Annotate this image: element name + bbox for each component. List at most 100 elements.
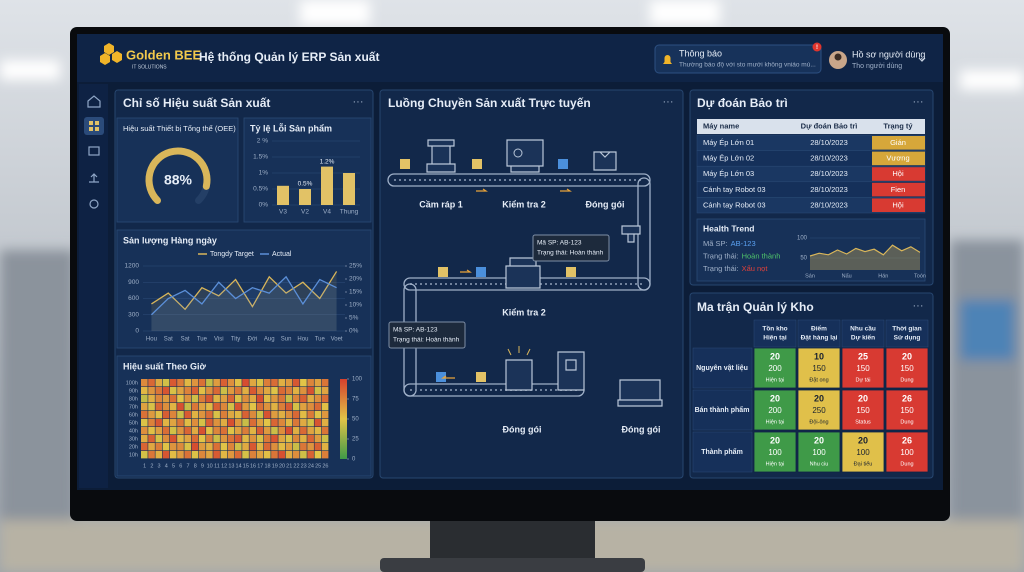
heat-cell bbox=[169, 395, 177, 403]
cell-value: 25 bbox=[858, 351, 868, 361]
x-tick-label: Aug bbox=[264, 337, 275, 343]
heat-cell bbox=[307, 379, 314, 387]
heat-cell bbox=[162, 387, 170, 395]
heat-cell bbox=[169, 427, 177, 435]
heat-cell bbox=[191, 419, 199, 427]
heat-cell bbox=[198, 427, 206, 435]
heat-cell bbox=[191, 435, 199, 443]
column-label: 5 bbox=[172, 463, 175, 469]
heat-cell bbox=[235, 435, 242, 443]
heat-cell bbox=[162, 435, 170, 443]
heat-cell bbox=[155, 443, 163, 451]
panel-menu[interactable]: ··· bbox=[663, 96, 674, 108]
table-cell: Cánh tay Robot 03 bbox=[703, 185, 766, 194]
heat-cell bbox=[314, 443, 322, 451]
heat-cell bbox=[184, 395, 192, 403]
panel-title: Ma trận Quản lý Kho bbox=[697, 300, 814, 314]
heat-cell bbox=[206, 395, 213, 403]
heat-cell bbox=[141, 451, 148, 459]
heat-cell bbox=[177, 451, 184, 459]
row-label: 100h bbox=[126, 380, 138, 386]
dashboard-icon[interactable] bbox=[89, 121, 99, 131]
notification-box[interactable] bbox=[654, 44, 822, 74]
heat-cell bbox=[206, 443, 213, 451]
heat-cell bbox=[300, 435, 307, 443]
heat-cell bbox=[314, 427, 322, 435]
heat-cell bbox=[307, 419, 314, 427]
heat-cell bbox=[220, 395, 228, 403]
field-label: Trạng thái: bbox=[703, 264, 739, 273]
heat-cell bbox=[321, 435, 329, 443]
x-tick-label: Tity bbox=[231, 337, 240, 343]
table-cell: 28/10/2023 bbox=[810, 200, 848, 209]
heat-cell bbox=[191, 395, 199, 403]
settings-icon[interactable] bbox=[89, 199, 99, 209]
cell-note: Dung bbox=[900, 461, 913, 467]
inventory-icon[interactable] bbox=[89, 173, 99, 183]
home-icon[interactable] bbox=[87, 95, 101, 108]
heat-cell bbox=[285, 411, 293, 419]
sidebar bbox=[79, 84, 108, 488]
heat-cell bbox=[271, 427, 278, 435]
heat-cell bbox=[314, 403, 322, 411]
cell-detail: 100 bbox=[768, 448, 782, 457]
y-tick-label: 0% bbox=[259, 202, 269, 209]
cell-value: 20 bbox=[770, 351, 780, 361]
heat-cell bbox=[271, 419, 278, 427]
heat-cell bbox=[300, 427, 307, 435]
heat-cell bbox=[227, 411, 235, 419]
field-value: Xấu nọt bbox=[742, 264, 769, 273]
heat-cell bbox=[198, 435, 206, 443]
heat-cell bbox=[300, 443, 307, 451]
heat-cell bbox=[292, 395, 300, 403]
heat-cell bbox=[321, 411, 329, 419]
y-tick-label: 0 bbox=[135, 328, 139, 335]
cell-detail: 100 bbox=[900, 448, 914, 457]
heat-cell bbox=[307, 395, 314, 403]
heat-cell bbox=[242, 427, 249, 435]
matrix-cell bbox=[841, 389, 885, 431]
heat-cell bbox=[148, 435, 155, 443]
heat-cell bbox=[148, 443, 155, 451]
heat-cell bbox=[235, 387, 242, 395]
factory-icon[interactable] bbox=[88, 146, 100, 156]
badge-dot bbox=[812, 42, 822, 52]
heat-cell bbox=[285, 427, 293, 435]
matrix-cell bbox=[797, 431, 841, 473]
heat-cell bbox=[162, 411, 170, 419]
matrix-cell bbox=[885, 347, 929, 389]
cell-value: 20 bbox=[814, 435, 824, 445]
y2-tick-label: 5% bbox=[349, 315, 359, 322]
heat-cell bbox=[191, 379, 199, 387]
line bbox=[809, 244, 921, 257]
heat-cell bbox=[141, 387, 148, 395]
heat-cell bbox=[263, 427, 271, 435]
heat-cell bbox=[213, 411, 220, 419]
dashboard-icon-bg[interactable] bbox=[84, 117, 104, 135]
heat-cell bbox=[300, 411, 307, 419]
heat-cell bbox=[235, 451, 242, 459]
panel-menu[interactable]: ··· bbox=[913, 96, 924, 108]
heat-cell bbox=[148, 451, 155, 459]
heat-cell bbox=[213, 395, 220, 403]
heat-cell bbox=[307, 435, 314, 443]
panel-menu[interactable]: ··· bbox=[913, 300, 924, 312]
x-tick-label: Sat bbox=[164, 337, 173, 343]
matrix-cell bbox=[885, 431, 929, 473]
panel-menu[interactable]: ··· bbox=[353, 96, 364, 108]
row-label: 70h bbox=[129, 404, 138, 410]
heat-cell bbox=[213, 379, 220, 387]
heat-cell bbox=[206, 387, 213, 395]
heat-cell bbox=[321, 379, 329, 387]
heat-cell bbox=[148, 387, 155, 395]
logo-text: Golden BEE bbox=[126, 47, 201, 62]
chevron[interactable] bbox=[918, 57, 926, 62]
heat-cell bbox=[271, 387, 278, 395]
status-cell bbox=[872, 151, 925, 166]
heat-cell bbox=[169, 419, 177, 427]
panel-title: Luồng Chuyền Sản xuất Trực tuyến bbox=[388, 96, 591, 110]
column-label: 15 bbox=[243, 463, 249, 469]
heat-cell bbox=[220, 379, 228, 387]
heat-cell bbox=[198, 379, 206, 387]
table-header-cell: Trạng tý bbox=[883, 121, 913, 130]
